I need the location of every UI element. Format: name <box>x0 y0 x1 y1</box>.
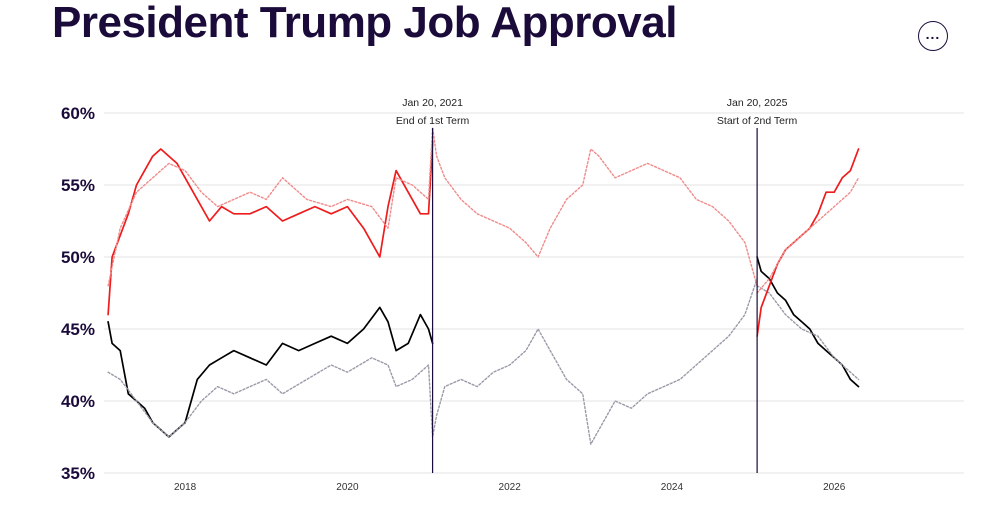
annotations: Jan 20, 2021 End of 1st Term Jan 20, 2025 S… <box>396 97 798 473</box>
series-layer <box>107 126 860 445</box>
series-line <box>756 177 860 294</box>
y-tick-label: 55% <box>61 176 95 195</box>
y-tick-label: 45% <box>61 320 95 339</box>
term-marker-label: End of 1st Term <box>396 115 470 127</box>
x-tick-label: 2018 <box>174 482 197 493</box>
series-line <box>107 140 434 316</box>
series-line <box>107 277 758 445</box>
y-tick-label: 50% <box>61 248 95 267</box>
x-axis: 2018 2020 2022 2024 2026 <box>174 482 846 493</box>
more-options-button[interactable]: ... <box>918 21 948 51</box>
x-tick-label: 2026 <box>823 482 846 493</box>
page-title: President Trump Job Approval <box>52 0 677 47</box>
series-line <box>107 306 434 438</box>
term-marker-date: Jan 20, 2021 <box>402 97 463 109</box>
x-tick-label: 2020 <box>336 482 359 493</box>
series-line <box>107 126 758 287</box>
y-tick-label: 60% <box>61 104 95 123</box>
y-axis: 35% 40% 45% 50% 55% 60% <box>61 104 95 483</box>
y-tick-label: 40% <box>61 392 95 411</box>
grid-layer <box>104 112 964 474</box>
term-marker-label: Start of 2nd Term <box>717 115 798 127</box>
series-line <box>756 148 860 338</box>
term-marker-date: Jan 20, 2025 <box>727 97 788 109</box>
x-tick-label: 2022 <box>499 482 522 493</box>
series-line <box>756 285 860 381</box>
y-tick-label: 35% <box>61 464 95 483</box>
x-tick-label: 2024 <box>661 482 684 493</box>
more-options-icon: ... <box>925 25 941 42</box>
